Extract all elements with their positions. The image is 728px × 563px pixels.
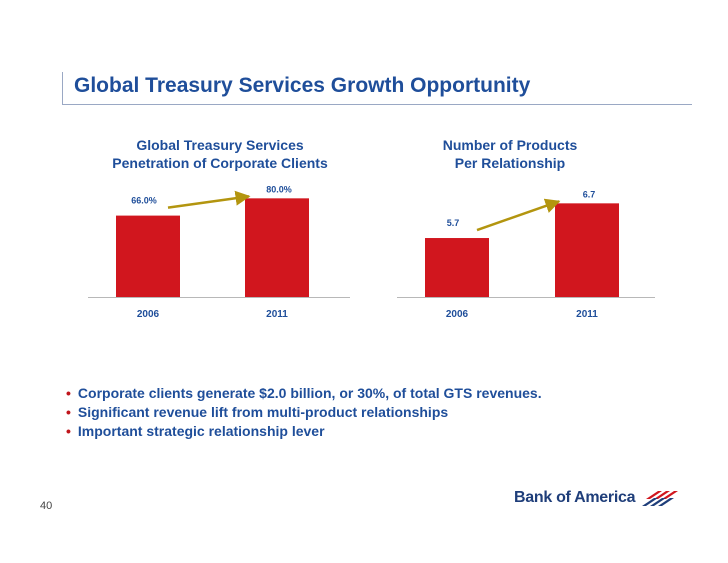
bullet-text: Important strategic relationship lever <box>77 423 325 439</box>
flag-icon <box>642 491 679 506</box>
chart-2-tick-label: 2006 <box>446 309 469 320</box>
chart-1-growth-arrow <box>167 190 251 209</box>
chart-2-data-label: 6.7 <box>583 189 596 199</box>
bullet-item: • Significant revenue lift from multi-pro… <box>66 403 542 422</box>
chart-2-data-label: 5.7 <box>447 218 460 228</box>
bullet-marker: • <box>66 423 71 439</box>
chart-2-title: Number of Products Per Relationship <box>410 136 610 172</box>
chart-2-title-line-2: Per Relationship <box>454 155 566 171</box>
bullet-list: • Corporate clients generate $2.0 billion… <box>66 384 542 441</box>
chart-2-title-line-1: Number of Products <box>442 137 578 153</box>
bullet-marker: • <box>66 404 71 420</box>
bullet-item: • Corporate clients generate $2.0 billion… <box>66 384 542 403</box>
chart-1-bar-2006 <box>116 215 180 297</box>
bullet-text: Significant revenue lift from multi-prod… <box>77 404 449 420</box>
chart-2-tick-label: 2011 <box>576 309 598 320</box>
bullet-item: • Important strategic relationship lever <box>66 422 542 441</box>
logo-wordmark: Bank of America <box>514 489 636 506</box>
chart-1-title: Global Treasury Services Penetration of … <box>100 136 340 172</box>
chart-2-bar-2006 <box>425 238 489 297</box>
title-underline <box>62 104 692 105</box>
chart-2-bar-2011 <box>555 203 619 297</box>
chart-1-tick-label: 2006 <box>137 309 160 320</box>
chart-1-data-label: 66.0% <box>131 196 157 206</box>
chart-1-data-label: 80.0% <box>266 184 292 194</box>
chart-1-title-line-1: Global Treasury Services <box>136 137 304 153</box>
bullet-text: Corporate clients generate $2.0 billion,… <box>77 385 542 401</box>
bullet-marker: • <box>66 385 71 401</box>
slide-title: Global Treasury Services Growth Opportun… <box>74 74 531 97</box>
page-number: 40 <box>40 500 53 512</box>
chart-1-bar-2011 <box>245 198 309 297</box>
chart-1-tick-label: 2011 <box>266 309 288 320</box>
chart-2-growth-arrow <box>476 198 561 232</box>
title-side-rule <box>62 72 63 105</box>
chart-1-title-line-2: Penetration of Corporate Clients <box>112 155 328 171</box>
bank-of-america-logo: Bank of America <box>514 486 679 510</box>
